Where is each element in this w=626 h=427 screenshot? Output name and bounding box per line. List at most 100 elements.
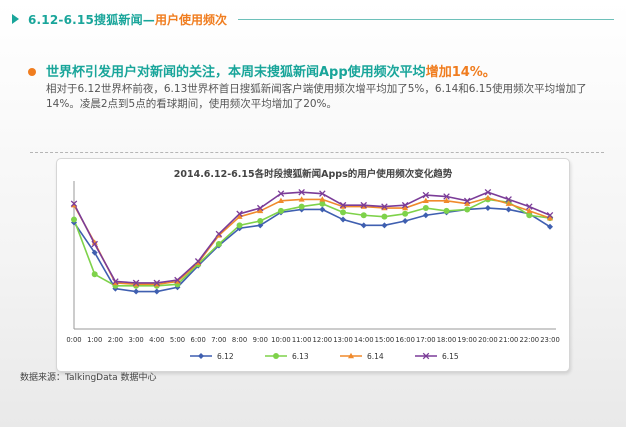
- legend-item-6.14: 6.14: [340, 352, 384, 361]
- data-point-marker: [236, 210, 243, 218]
- x-tick-label: 1:00: [87, 336, 102, 344]
- bullet-dot-icon: [28, 68, 36, 76]
- data-point-marker: [339, 201, 347, 209]
- data-point-marker: [91, 240, 98, 248]
- series-line-6.12: [73, 207, 551, 293]
- data-point-marker: [70, 200, 78, 207]
- data-point-marker: [546, 211, 554, 219]
- data-point-marker: [348, 352, 354, 359]
- data-point-marker: [71, 216, 77, 223]
- data-point-marker: [547, 214, 553, 221]
- summary-body: 相对于6.12世界杯前夜，6.13世界杯首日搜狐新闻客户端使用频次增平均加了5%…: [46, 83, 587, 110]
- data-point-marker: [360, 201, 367, 209]
- data-point-marker: [236, 213, 243, 219]
- data-point-marker: [360, 212, 367, 219]
- headline-main: 世界杯引发用户对新闻的关注，本周末搜狐新闻App使用频次平均: [46, 65, 426, 80]
- data-point-marker: [547, 223, 553, 230]
- series-line-6.15: [73, 191, 551, 284]
- data-point-marker: [422, 205, 429, 212]
- x-tick-label: 0:00: [66, 336, 81, 344]
- data-point-marker: [91, 249, 98, 256]
- data-point-marker: [526, 203, 533, 210]
- data-point-marker: [505, 196, 512, 203]
- header-divider: [238, 19, 614, 20]
- x-tick-label: 3:00: [128, 336, 143, 344]
- x-tick-label: 17:00: [416, 336, 436, 344]
- data-point-marker: [484, 194, 491, 201]
- data-point-marker: [277, 207, 284, 214]
- x-tick-label: 23:00: [540, 336, 560, 344]
- data-point-marker: [464, 200, 471, 206]
- legend-item-6.15: 6.15: [415, 352, 459, 361]
- data-source: 数据来源：TalkingData 数据中心: [20, 373, 157, 383]
- data-point-marker: [174, 276, 181, 284]
- data-point-marker: [381, 203, 388, 210]
- page-header: 6.12-6.15搜狐新闻— 用户使用频次: [12, 9, 227, 29]
- data-point-marker: [402, 210, 409, 217]
- legend-item-6.13: 6.13: [265, 352, 309, 361]
- legend-label: 6.15: [442, 352, 459, 361]
- series-line-6.14: [73, 197, 551, 286]
- data-point-marker: [132, 279, 140, 287]
- data-point-marker: [319, 200, 326, 207]
- headline-highlight: 增加14%。: [425, 65, 496, 80]
- data-point-marker: [273, 353, 279, 359]
- data-point-marker: [215, 230, 223, 238]
- legend-item-6.12: 6.12: [190, 352, 234, 361]
- x-tick-label: 14:00: [354, 336, 374, 344]
- data-point-marker: [340, 216, 347, 223]
- data-point-marker: [526, 207, 533, 214]
- data-point-marker: [526, 212, 533, 219]
- legend-label: 6.12: [217, 352, 234, 361]
- x-tick-label: 5:00: [170, 336, 185, 344]
- data-point-marker: [298, 188, 305, 196]
- data-point-marker: [319, 196, 326, 202]
- page-title-prefix: 6.12-6.15搜狐新闻—: [28, 12, 155, 27]
- data-point-marker: [277, 190, 285, 197]
- data-point-marker: [298, 196, 305, 202]
- data-point-marker: [402, 218, 409, 224]
- data-point-marker: [257, 207, 264, 214]
- x-tick-label: 6:00: [191, 336, 206, 344]
- summary-headline: 世界杯引发用户对新闻的关注，本周末搜狐新闻App使用频次平均增加14%。: [46, 61, 496, 80]
- x-tick-label: 22:00: [520, 336, 540, 344]
- data-point-marker: [402, 204, 409, 211]
- data-point-marker: [360, 222, 367, 229]
- data-point-marker: [153, 288, 160, 295]
- section-divider: [30, 152, 604, 153]
- data-point-marker: [422, 352, 430, 360]
- play-triangle-icon: [12, 14, 19, 24]
- data-point-marker: [277, 197, 284, 204]
- data-point-marker: [257, 204, 264, 212]
- data-point-marker: [198, 353, 204, 359]
- chart-title: 2014.6.12-6.15各时段搜狐新闻Apps的用户使用频次变化趋势: [174, 168, 453, 180]
- x-tick-label: 4:00: [149, 336, 164, 344]
- x-tick-label: 19:00: [457, 336, 477, 344]
- data-point-marker: [112, 278, 119, 285]
- line-chart: 2014.6.12-6.15各时段搜狐新闻Apps的用户使用频次变化趋势 0:0…: [66, 168, 560, 361]
- data-point-marker: [257, 218, 264, 224]
- data-point-marker: [236, 222, 243, 229]
- x-tick-label: 16:00: [395, 336, 415, 344]
- data-point-marker: [381, 213, 388, 220]
- data-point-marker: [505, 200, 512, 206]
- data-point-marker: [422, 191, 430, 199]
- x-tick-label: 2:00: [108, 336, 123, 344]
- data-point-marker: [91, 271, 98, 278]
- page-title-suffix: 用户使用频次: [155, 12, 228, 27]
- data-point-marker: [484, 205, 491, 212]
- data-point-marker: [257, 222, 264, 229]
- x-tick-label: 9:00: [253, 336, 268, 344]
- series-line-6.13: [73, 198, 551, 287]
- data-point-marker: [422, 212, 429, 219]
- legend-label: 6.14: [367, 352, 384, 361]
- x-tick-label: 7:00: [211, 336, 226, 344]
- data-point-marker: [133, 288, 140, 295]
- data-point-marker: [505, 206, 512, 213]
- data-point-marker: [340, 209, 347, 216]
- x-tick-label: 15:00: [375, 336, 395, 344]
- legend-label: 6.13: [292, 352, 309, 361]
- data-point-marker: [153, 279, 161, 287]
- data-point-marker: [443, 207, 450, 214]
- x-tick-label: 18:00: [437, 336, 457, 344]
